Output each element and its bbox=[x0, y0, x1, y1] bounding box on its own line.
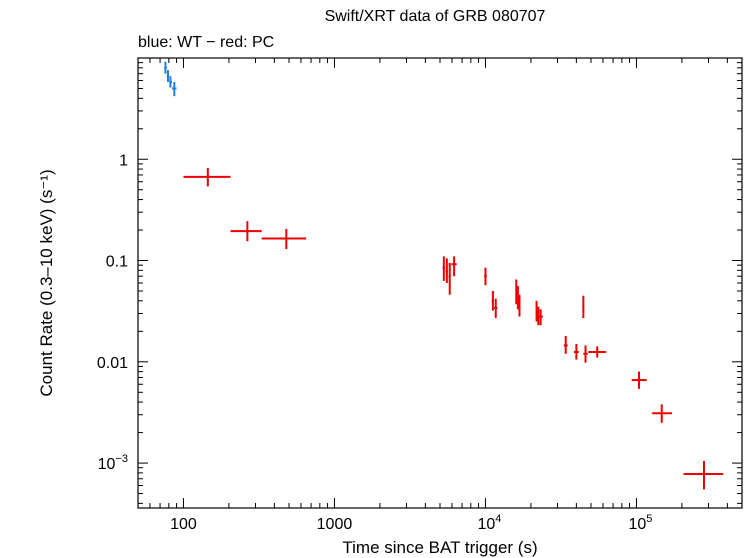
data-point bbox=[683, 460, 724, 490]
data-point bbox=[164, 61, 167, 74]
data-point bbox=[183, 167, 231, 187]
axis-ticks bbox=[137, 57, 743, 508]
data-point bbox=[445, 258, 449, 283]
chart-subtitle: blue: WT − red: PC bbox=[138, 34, 275, 51]
data-series bbox=[164, 61, 724, 490]
tick-labels: 100 1000 104 105 1 0.1 0.01 10−3 bbox=[97, 152, 653, 533]
data-point bbox=[169, 76, 173, 88]
data-point bbox=[537, 306, 540, 326]
y-tick-label: 0.1 bbox=[106, 254, 128, 271]
y-tick-label: 1 bbox=[119, 152, 128, 169]
data-point bbox=[582, 295, 585, 319]
data-point bbox=[451, 256, 457, 277]
data-point bbox=[652, 404, 673, 423]
data-point bbox=[515, 279, 518, 305]
data-point bbox=[491, 291, 495, 311]
x-axis-label: Time since BAT trigger (s) bbox=[342, 538, 537, 557]
y-tick-label: 10−3 bbox=[98, 453, 128, 473]
data-point bbox=[172, 81, 177, 97]
chart-title: Swift/XRT data of GRB 080707 bbox=[324, 8, 546, 25]
y-tick-label: 0.01 bbox=[97, 355, 128, 372]
y-axis-label: Count Rate (0.3–10 keV) (s⁻¹) bbox=[37, 169, 56, 396]
data-point bbox=[261, 228, 307, 249]
x-tick-label: 104 bbox=[477, 513, 501, 533]
data-point bbox=[516, 286, 519, 310]
data-point bbox=[573, 343, 579, 360]
series-pc bbox=[183, 167, 724, 490]
plot-frame bbox=[137, 57, 743, 509]
data-point bbox=[448, 262, 451, 295]
data-point bbox=[494, 298, 498, 319]
data-point bbox=[518, 294, 521, 317]
data-point bbox=[631, 371, 647, 389]
data-point bbox=[538, 309, 543, 326]
data-point bbox=[230, 221, 262, 242]
x-tick-label: 105 bbox=[628, 513, 652, 533]
data-point bbox=[583, 345, 588, 363]
data-point bbox=[563, 335, 568, 354]
x-tick-label: 1000 bbox=[317, 516, 353, 533]
series-wt bbox=[164, 61, 177, 97]
data-point bbox=[588, 346, 607, 358]
data-point bbox=[484, 267, 487, 286]
data-point bbox=[166, 70, 170, 82]
data-point bbox=[442, 256, 446, 281]
x-tick-label: 100 bbox=[170, 516, 197, 533]
data-point bbox=[535, 300, 538, 322]
